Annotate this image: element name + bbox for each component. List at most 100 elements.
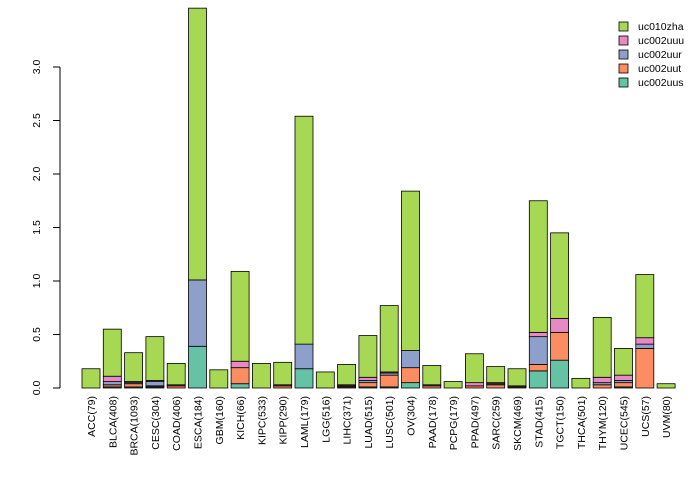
bar-stack — [209, 369, 229, 389]
y-tick-label: 1.5 — [31, 220, 43, 235]
bar-segment-uc002uuu — [528, 331, 548, 338]
bar-segment-uc002uuu — [614, 374, 633, 381]
bar-stacks — [81, 7, 676, 389]
bar-segment-uc010zha — [209, 369, 229, 389]
bar-segment-uc010zha — [188, 7, 207, 281]
legend-label: uc002uus — [638, 77, 684, 89]
x-tick-label: UVM(80) — [661, 396, 673, 438]
legend-swatch — [618, 21, 629, 32]
bar-segment-uc010zha — [486, 366, 506, 384]
legend-swatch — [618, 77, 629, 88]
bar-segment-uc002uus — [188, 345, 207, 389]
legend-swatch — [618, 35, 629, 46]
bar-stack — [571, 377, 591, 389]
bar-stack — [294, 115, 314, 389]
bar-segment-uc010zha — [81, 368, 101, 389]
x-tick-label: ACC(79) — [86, 396, 98, 437]
x-tick-label: ESCA(184) — [193, 396, 205, 449]
x-tick-label: GBM(160) — [214, 396, 226, 444]
bar-segment-uc010zha — [124, 352, 143, 382]
bar-segment-uc002uuu — [464, 382, 484, 387]
bar-segment-uc002uuu — [592, 376, 612, 384]
bar-segment-uc010zha — [379, 305, 399, 373]
x-tick-label: OV(304) — [406, 396, 418, 436]
bar-stack — [166, 362, 186, 389]
bar-stack — [337, 364, 357, 389]
bar-segment-uc010zha — [145, 336, 165, 381]
bar-segment-uc002uuu — [230, 360, 250, 369]
y-axis: 0.0 0.5 1.0 1.5 2.0 2.5 3.0 — [31, 60, 61, 396]
bar-segment-uc002uus — [230, 383, 250, 389]
bar-segment-uc002uut — [401, 367, 420, 384]
x-tick-label: LIHC(371) — [342, 396, 354, 444]
x-tick-label: LUAD(515) — [363, 396, 375, 449]
bar-stack — [443, 381, 463, 389]
bar-stack — [379, 305, 399, 389]
bar-segment-uc010zha — [507, 368, 527, 387]
bar-segment-uc010zha — [614, 348, 633, 376]
bar-stack — [528, 200, 548, 389]
x-tick-label: UCEC(545) — [619, 396, 631, 450]
x-tick-label: THYM(120) — [597, 396, 609, 450]
bar-stack — [614, 348, 633, 389]
x-tick-label: PCPG(179) — [448, 396, 460, 450]
legend-label: uc002uut — [638, 63, 681, 75]
bar-stack — [81, 368, 101, 389]
bar-stack — [592, 316, 612, 389]
bar-segment-uc002uur — [188, 279, 207, 347]
bar-segment-uc002uut — [635, 348, 655, 389]
bar-segment-uc002uut — [230, 367, 250, 385]
bar-segment-uc010zha — [571, 377, 591, 389]
bar-segment-uc002uus — [294, 368, 314, 389]
legend-label: uc010zha — [638, 21, 684, 33]
bar-segment-uc010zha — [315, 371, 335, 389]
bar-segment-uc010zha — [635, 274, 655, 339]
bar-segment-uc002uut — [550, 331, 569, 361]
bar-segment-uc002uur — [294, 343, 314, 370]
bar-segment-uc010zha — [550, 232, 569, 319]
x-tick-label: TGCT(150) — [555, 396, 567, 449]
bar-stack — [102, 328, 122, 389]
bar-segment-uc002uus — [550, 359, 569, 389]
bar-segment-uc010zha — [251, 362, 271, 389]
legend-label: uc002uuu — [638, 35, 684, 47]
x-tick-label: SKCM(469) — [512, 396, 524, 451]
bar-stack — [358, 335, 378, 389]
y-tick-label: 0.5 — [31, 327, 43, 342]
x-tick-label: KICH(66) — [235, 396, 247, 440]
bar-stack — [656, 383, 676, 389]
x-tick-label: LGG(516) — [320, 396, 332, 443]
legend-label: uc002uur — [638, 49, 682, 61]
bar-segment-uc010zha — [401, 190, 420, 351]
bar-segment-uc002uut — [528, 364, 548, 372]
bar-segment-uc002uus — [528, 370, 548, 389]
x-axis-labels: ACC(79) BLCA(408) BRCA(1093) CESC(304) COAD(… — [86, 396, 673, 456]
x-tick-label: UCS(57) — [640, 396, 652, 437]
bar-stack — [230, 270, 250, 389]
bar-segment-uc010zha — [443, 381, 463, 389]
x-tick-label: BLCA(408) — [107, 396, 119, 448]
bar-segment-uc010zha — [166, 362, 186, 386]
legend: uc010zha uc002uuu uc002uur uc002uut uc002uus — [618, 21, 684, 89]
bar-stack — [315, 371, 335, 389]
x-tick-label: COAD(406) — [171, 396, 183, 451]
bar-segment-uc010zha — [464, 353, 484, 384]
bar-segment-uc002uuu — [635, 337, 655, 345]
bar-segment-uc002uur — [635, 343, 655, 349]
bar-segment-uc002uut — [614, 382, 633, 388]
bar-stack — [464, 353, 484, 389]
y-tick-label: 0.0 — [31, 381, 43, 396]
x-tick-label: LUSC(501) — [384, 396, 396, 449]
bar-stack — [550, 232, 569, 389]
bar-segment-uc002uur — [102, 381, 122, 386]
legend-swatch — [618, 49, 629, 60]
bar-segment-uc002uus — [401, 382, 420, 389]
x-tick-label: LAML(179) — [299, 396, 311, 448]
bar-segment-uc010zha — [230, 270, 250, 362]
bar-segment-uc010zha — [273, 361, 293, 386]
x-tick-label: CESC(304) — [150, 396, 162, 450]
legend-swatch — [618, 63, 629, 74]
x-tick-label: THCA(501) — [576, 396, 588, 449]
